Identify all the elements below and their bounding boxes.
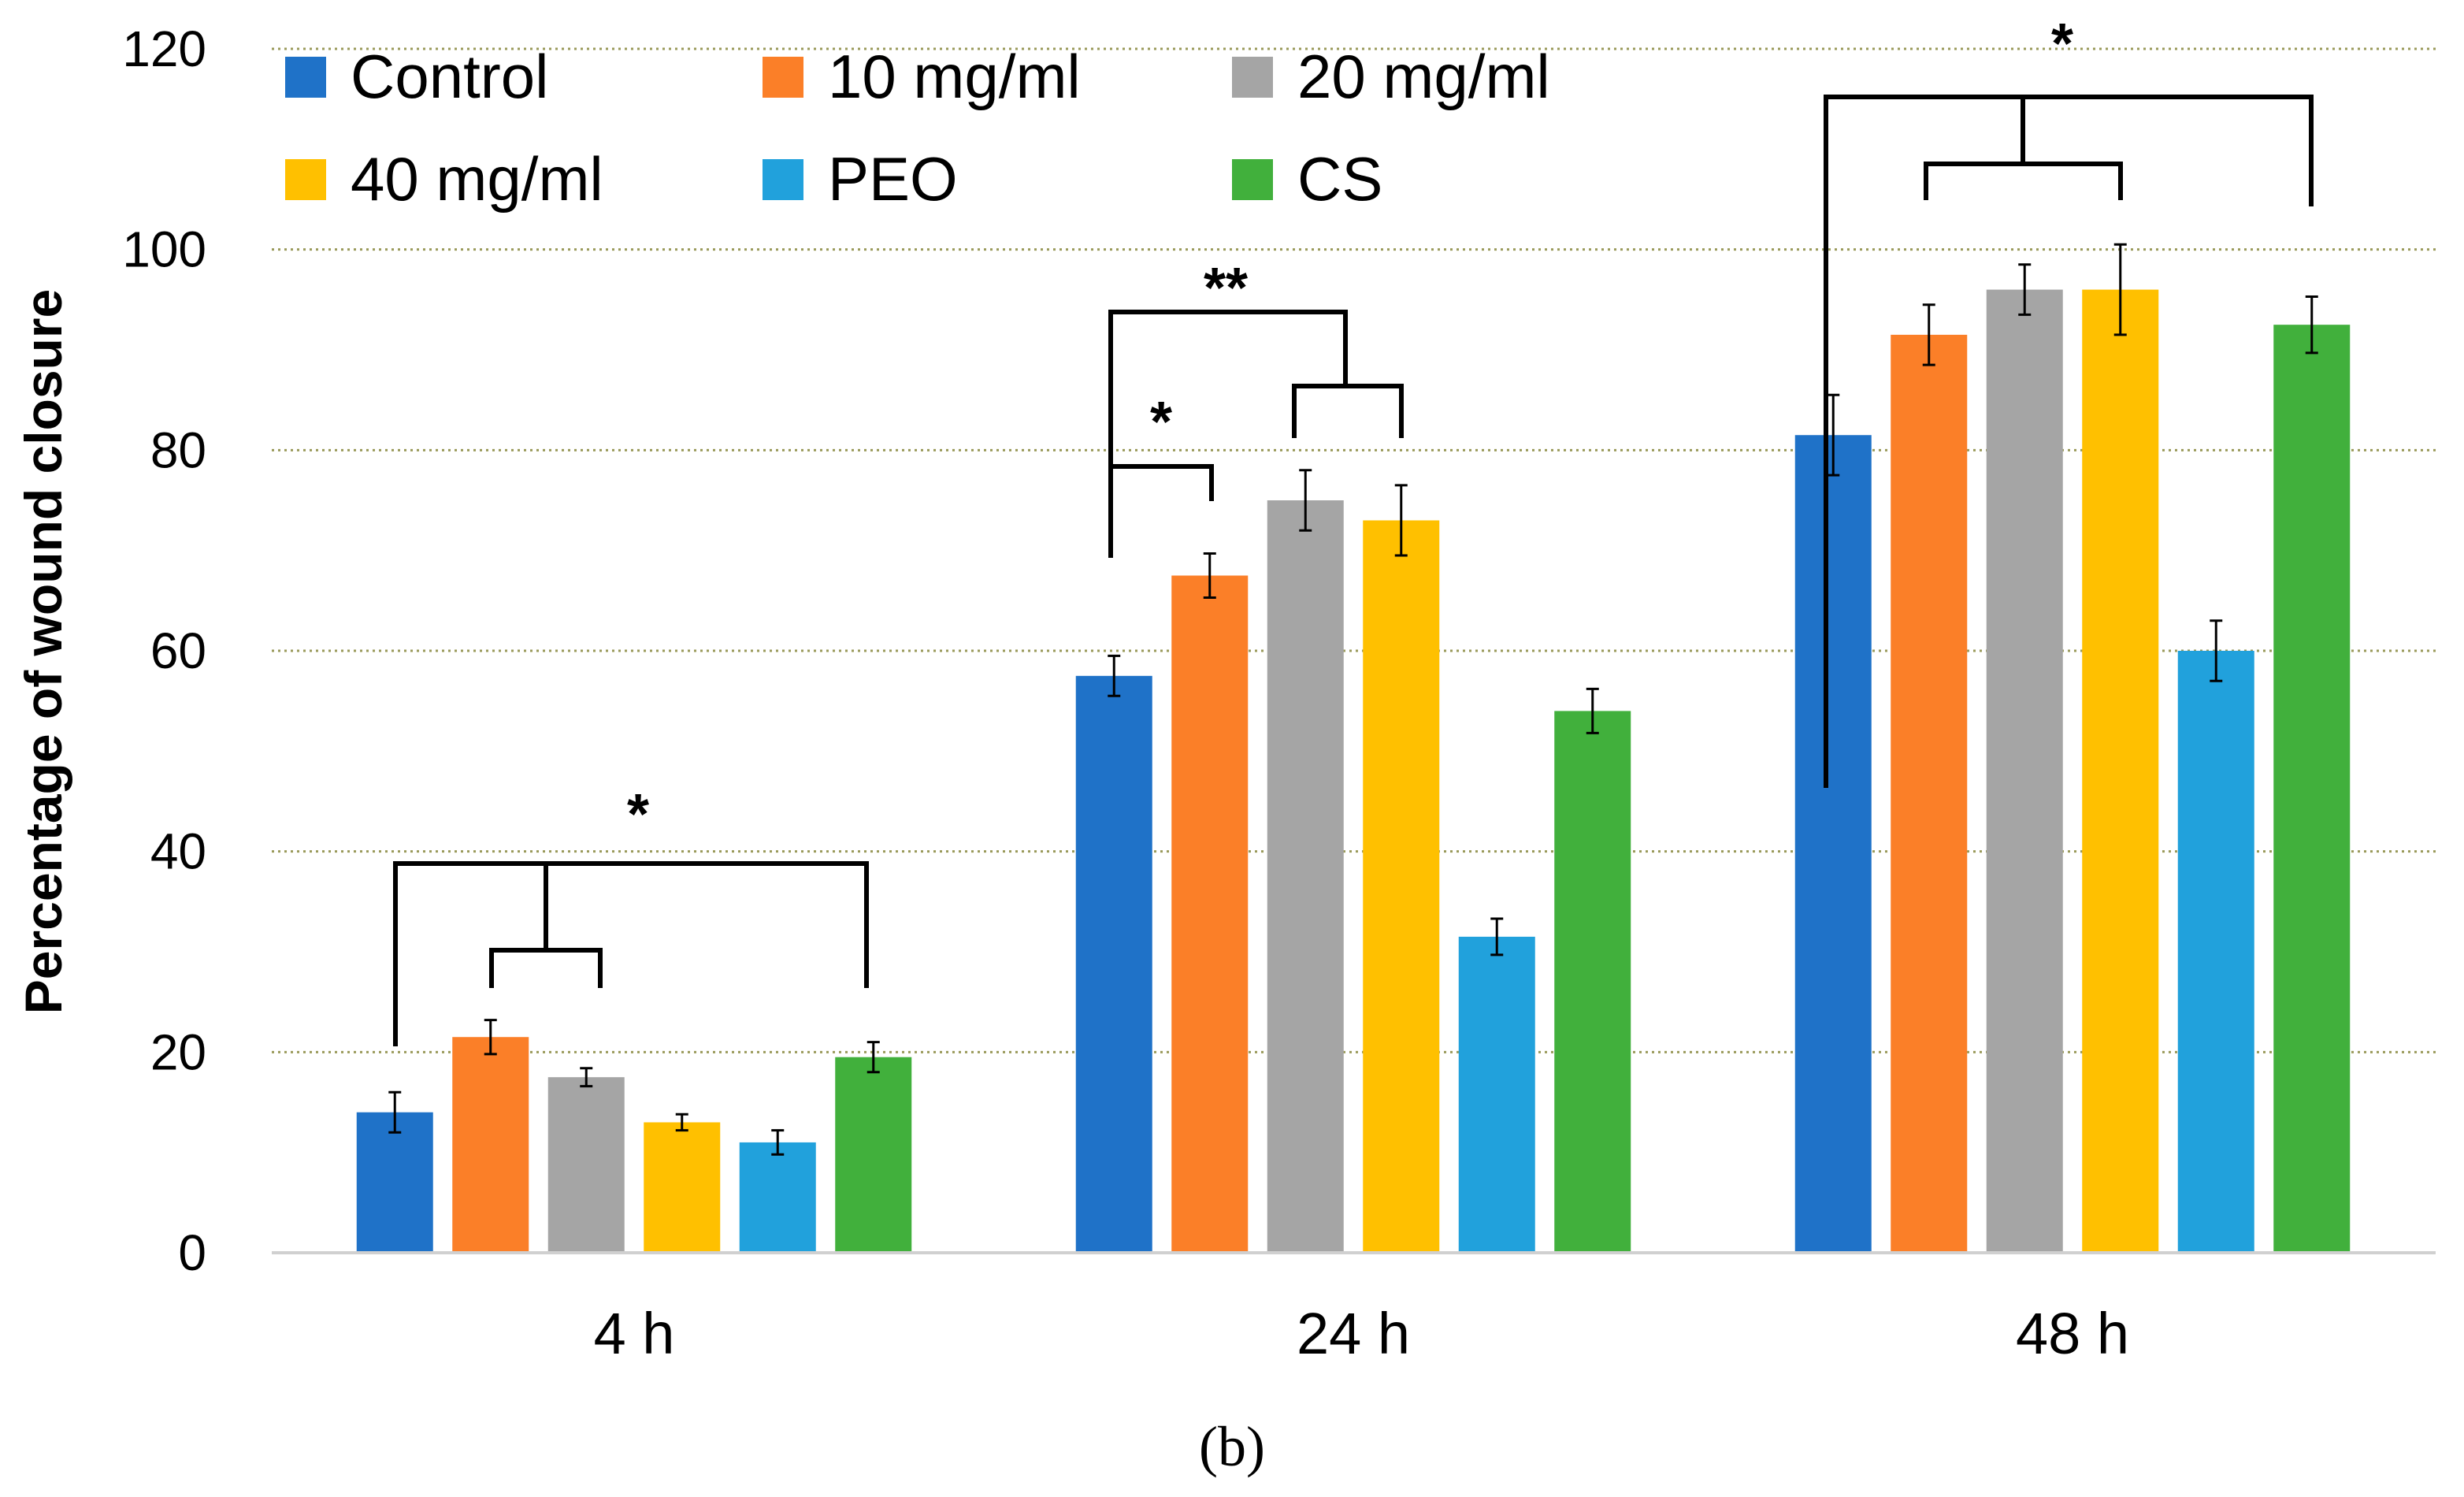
significance-star-24h-single: * [1150,391,1172,454]
y-tick-label-60: 60 [150,622,206,679]
error-bar-40-mg-ml-4-h [675,1113,688,1132]
legend-item-10-mg-ml: 10 mg/ml [763,42,1081,111]
bracket-24h-outer [1108,310,1348,466]
legend-swatch-40-mg-ml [285,159,326,200]
y-tick-label-100: 100 [122,221,206,278]
legend: Control 10 mg/ml 20 mg/ml 40 mg/ml PEO CS [285,42,1550,214]
legend-item-20-mg-ml: 20 mg/ml [1232,42,1550,111]
x-tick-label-4-h: 4 h [594,1301,675,1366]
legend-label-peo: PEO [828,144,958,214]
bar-20-mg-ml-48-h [1986,289,2063,1254]
error-bar-20-mg-ml-4-h [580,1067,593,1088]
bar-control-4-h [356,1112,433,1253]
bracket-48h-inner [1924,162,2123,200]
error-bar-40-mg-ml-24-h [1394,484,1408,557]
y-tick-label-20: 20 [150,1023,206,1080]
bar-peo-4-h [739,1142,816,1253]
x-tick-label-24-h: 24 h [1297,1301,1410,1366]
legend-item-control: Control [285,42,548,111]
legend-swatch-control [285,57,326,98]
gridlines [272,47,2436,1053]
significance-star-24h-double: ** [1204,257,1248,320]
axes: 0 20 40 60 80 100 120 4 h 24 h 48 h [122,20,2436,1366]
bar-cs-24-h [1554,711,1631,1253]
legend-swatch-20-mg-ml [1232,57,1273,98]
legend-label-10-mg-ml: 10 mg/ml [828,42,1081,111]
bar-40-mg-ml-4-h [644,1122,721,1253]
error-bar-peo-48-h [2210,619,2223,682]
bar-control-48-h [1794,435,1872,1253]
bar-20-mg-ml-4-h [547,1077,625,1253]
error-bar-control-48-h [1827,393,1840,477]
bar-control-24-h [1075,675,1152,1253]
significance-star-48h: * [2051,13,2073,76]
error-bar-cs-4-h [866,1041,880,1074]
legend-swatch-peo [763,159,803,200]
bar-cs-48-h [2273,325,2351,1254]
error-bar-control-24-h [1108,654,1121,697]
bracket-4h-outer [393,861,869,1046]
bracket-24h-star [1108,464,1214,558]
error-bar-cs-48-h [2305,295,2318,355]
significance-star-4h: * [627,783,649,846]
bar-cs-4-h [835,1057,912,1253]
y-axis-label: Percentage of wound closure [14,289,72,1015]
error-bar-control-4-h [388,1090,402,1134]
bar-20-mg-ml-24-h [1267,500,1344,1253]
legend-label-40-mg-ml: 40 mg/ml [351,144,603,214]
bar-40-mg-ml-24-h [1363,520,1440,1253]
error-bar-10-mg-ml-48-h [1922,303,1935,366]
bar-peo-24-h [1458,936,1535,1253]
error-bar-10-mg-ml-4-h [484,1019,497,1056]
bracket-4h-inner [489,948,603,988]
error-bar-cs-24-h [1586,687,1599,734]
legend-swatch-cs [1232,159,1273,200]
significance-brackets: ***** [393,13,2314,1046]
legend-swatch-10-mg-ml [763,57,803,98]
caption-text: (b) [1199,1415,1265,1478]
y-tick-label-40: 40 [150,823,206,880]
legend-item-peo: PEO [763,144,958,214]
legend-label-cs: CS [1297,144,1382,214]
bar-40-mg-ml-48-h [2082,289,2159,1254]
bar-10-mg-ml-24-h [1171,575,1249,1253]
bar-10-mg-ml-4-h [452,1037,529,1253]
error-bar-10-mg-ml-24-h [1203,552,1216,600]
error-bar-peo-24-h [1490,917,1504,957]
error-bar-peo-4-h [771,1129,785,1156]
y-tick-label-120: 120 [122,20,206,77]
bar-peo-48-h [2177,651,2254,1253]
bar-10-mg-ml-48-h [1891,334,1968,1253]
error-bar-20-mg-ml-24-h [1299,469,1312,532]
bracket-24h-inner [1292,384,1404,438]
figure-caption: (b) [1199,1415,1265,1478]
legend-item-40-mg-ml: 40 mg/ml [285,144,603,214]
bracket-48h-outer [1824,95,2314,788]
legend-item-cs: CS [1232,144,1382,214]
error-bar-40-mg-ml-48-h [2113,243,2127,336]
y-tick-label-80: 80 [150,422,206,478]
x-tick-label-48-h: 48 h [2016,1301,2129,1366]
y-tick-label-0: 0 [178,1224,206,1281]
bars [356,289,2351,1254]
legend-label-20-mg-ml: 20 mg/ml [1297,42,1550,111]
legend-label-control: Control [351,42,548,111]
error-bars [388,243,2318,1156]
error-bar-20-mg-ml-48-h [2018,263,2032,316]
